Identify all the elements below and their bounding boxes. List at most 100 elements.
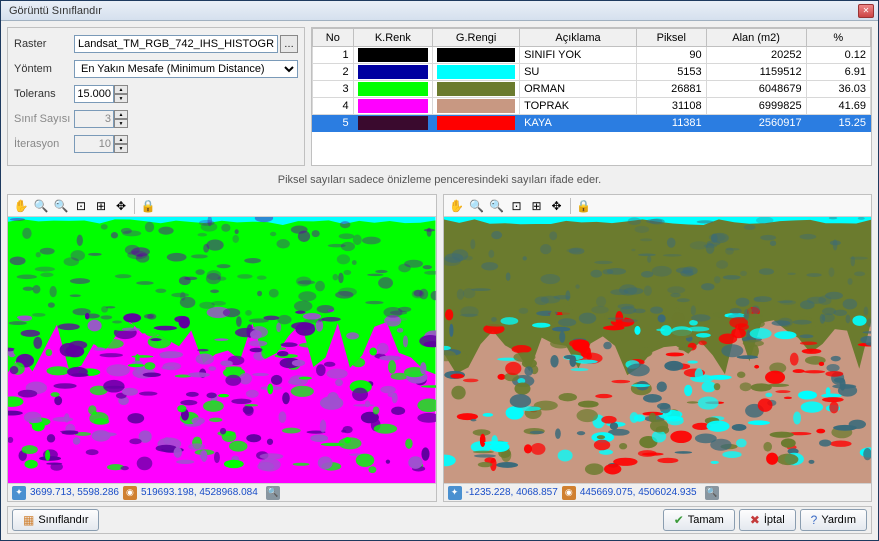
cell-no: 4 <box>313 98 354 115</box>
iteration-input <box>74 135 114 153</box>
cancel-button[interactable]: ✖ İptal <box>739 509 796 531</box>
spin-down-icon: ▼ <box>114 119 128 128</box>
raster-browse-button[interactable]: … <box>280 35 298 53</box>
cell-desc: TOPRAK <box>520 98 637 115</box>
table-row[interactable]: 5KAYA11381256091715.25 <box>313 115 871 132</box>
cell-source-color <box>353 81 432 98</box>
tolerance-input[interactable] <box>74 85 114 103</box>
cell-display-color <box>433 64 520 81</box>
cell-source-color <box>353 64 432 81</box>
coord-icon: ✦ <box>12 486 26 500</box>
bottom-bar: ▦ Sınıflandır ✔ Tamam ✖ İptal ? Yardım <box>7 506 872 534</box>
cell-desc: SINIFI YOK <box>520 47 637 64</box>
cell-display-color <box>433 47 520 64</box>
cell-no: 2 <box>313 64 354 81</box>
table-header[interactable]: Açıklama <box>520 29 637 47</box>
fit-icon[interactable]: ✥ <box>112 197 130 215</box>
zoom-in-icon[interactable]: 🔍 <box>468 197 486 215</box>
content-area: Raster … Yöntem En Yakın Mesafe (Minimum… <box>1 21 878 540</box>
cell-pixel: 90 <box>636 47 706 64</box>
classify-label: Sınıflandır <box>38 514 88 526</box>
toolbar-separator <box>134 198 135 214</box>
spin-down-icon: ▼ <box>114 144 128 153</box>
right-image-panel: ✋ 🔍 🔍- ⊡ ⊞ ✥ 🔒 ✦ -1235.228, 4068.857 ◉ <box>443 194 873 502</box>
raster-label: Raster <box>14 38 74 50</box>
window-title: Görüntü Sınıflandır <box>5 5 858 17</box>
titlebar: Görüntü Sınıflandır ✕ <box>1 1 878 21</box>
cell-source-color <box>353 98 432 115</box>
ok-button[interactable]: ✔ Tamam <box>663 509 735 531</box>
right-coord-2: 445669.075, 4506024.935 <box>580 487 697 498</box>
iteration-label: İterasyon <box>14 138 74 150</box>
classify-icon: ▦ <box>23 513 34 527</box>
cell-pct: 36.03 <box>806 81 870 98</box>
cell-source-color <box>353 47 432 64</box>
right-coord-1: -1235.228, 4068.857 <box>466 487 558 498</box>
coord-icon: ✦ <box>448 486 462 500</box>
cell-display-color <box>433 115 520 132</box>
cell-desc: SU <box>520 64 637 81</box>
method-select[interactable]: En Yakın Mesafe (Minimum Distance) <box>74 60 298 78</box>
zoom-window-icon[interactable]: ⊡ <box>72 197 90 215</box>
cell-pixel: 11381 <box>636 115 706 132</box>
class-count-input <box>74 110 114 128</box>
zoom-in-icon[interactable]: 🔍 <box>32 197 50 215</box>
table-row[interactable]: 2SU515311595126.91 <box>313 64 871 81</box>
cell-display-color <box>433 81 520 98</box>
spin-down-icon[interactable]: ▼ <box>114 94 128 103</box>
table-header[interactable]: G.Rengi <box>433 29 520 47</box>
classify-button[interactable]: ▦ Sınıflandır <box>12 509 99 531</box>
raster-input[interactable] <box>74 35 278 53</box>
cancel-label: İptal <box>764 514 785 526</box>
cell-desc: KAYA <box>520 115 637 132</box>
cell-area: 1159512 <box>706 64 806 81</box>
table-row[interactable]: 3ORMAN26881604867936.03 <box>313 81 871 98</box>
zoom-extent-icon[interactable]: ⊞ <box>92 197 110 215</box>
table-header[interactable]: Alan (m2) <box>706 29 806 47</box>
classification-table[interactable]: NoK.RenkG.RengiAçıklamaPikselAlan (m2)% … <box>312 28 871 132</box>
right-image-view[interactable] <box>444 217 872 483</box>
info-icon[interactable]: 🔍 <box>266 486 280 500</box>
lock-icon[interactable]: 🔒 <box>575 197 593 215</box>
info-icon[interactable]: 🔍 <box>705 486 719 500</box>
cell-pct: 41.69 <box>806 98 870 115</box>
class-count-spinner: ▲▼ <box>74 110 128 128</box>
left-coord-2: 519693.198, 4528968.084 <box>141 487 258 498</box>
ok-label: Tamam <box>688 514 724 526</box>
toolbar-separator <box>570 198 571 214</box>
spin-up-icon[interactable]: ▲ <box>114 85 128 94</box>
cell-area: 2560917 <box>706 115 806 132</box>
cell-pct: 6.91 <box>806 64 870 81</box>
cell-no: 3 <box>313 81 354 98</box>
pan-icon[interactable]: ✋ <box>448 197 466 215</box>
lock-icon[interactable]: 🔒 <box>139 197 157 215</box>
pan-icon[interactable]: ✋ <box>12 197 30 215</box>
close-button[interactable]: ✕ <box>858 4 874 18</box>
zoom-window-icon[interactable]: ⊡ <box>508 197 526 215</box>
help-label: Yardım <box>821 514 856 526</box>
top-row: Raster … Yöntem En Yakın Mesafe (Minimum… <box>7 27 872 166</box>
left-status-bar: ✦ 3699.713, 5598.286 ◉ 519693.198, 45289… <box>8 483 436 501</box>
tolerance-spinner[interactable]: ▲▼ <box>74 85 128 103</box>
left-image-view[interactable] <box>8 217 436 483</box>
table-row[interactable]: 1SINIFI YOK90202520.12 <box>313 47 871 64</box>
zoom-out-icon[interactable]: 🔍- <box>488 197 506 215</box>
help-icon: ? <box>811 513 818 527</box>
left-coord-1: 3699.713, 5598.286 <box>30 487 119 498</box>
zoom-extent-icon[interactable]: ⊞ <box>528 197 546 215</box>
fit-icon[interactable]: ✥ <box>548 197 566 215</box>
method-label: Yöntem <box>14 63 74 75</box>
help-button[interactable]: ? Yardım <box>800 509 867 531</box>
table-header[interactable]: Piksel <box>636 29 706 47</box>
table-header[interactable]: % <box>806 29 870 47</box>
spin-up-icon: ▲ <box>114 135 128 144</box>
table-row[interactable]: 4TOPRAK31108699982541.69 <box>313 98 871 115</box>
table-header[interactable]: K.Renk <box>353 29 432 47</box>
globe-icon: ◉ <box>562 486 576 500</box>
info-text: Piksel sayıları sadece önizleme penceres… <box>7 170 872 190</box>
table-header[interactable]: No <box>313 29 354 47</box>
zoom-out-icon[interactable]: 🔍- <box>52 197 70 215</box>
tolerance-label: Tolerans <box>14 88 74 100</box>
left-toolbar: ✋ 🔍 🔍- ⊡ ⊞ ✥ 🔒 <box>8 195 436 217</box>
cell-no: 5 <box>313 115 354 132</box>
